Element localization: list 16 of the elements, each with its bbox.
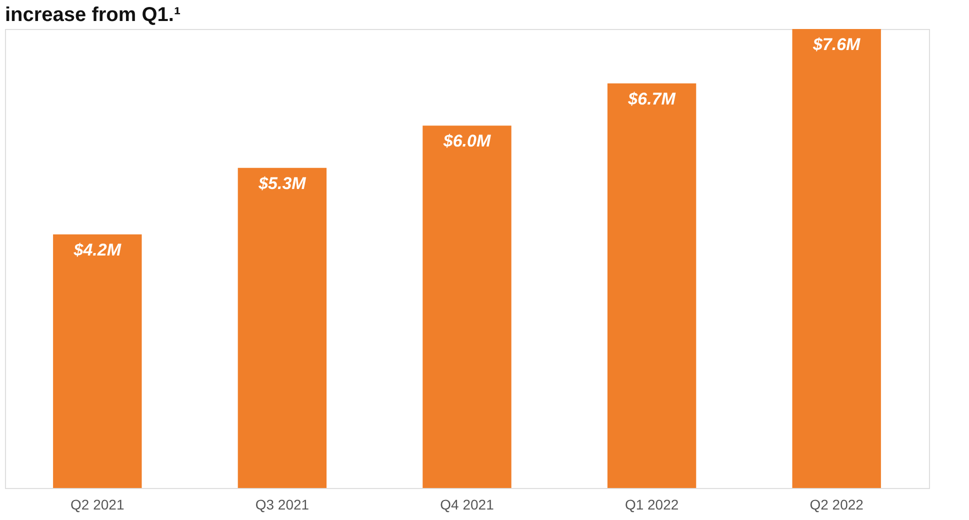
data-label: $6.7M	[627, 89, 676, 108]
bar	[792, 29, 881, 488]
x-tick-label: Q3 2021	[255, 496, 310, 512]
bar	[53, 234, 142, 488]
data-label: $7.6M	[812, 35, 862, 54]
bar	[607, 83, 696, 488]
x-tick-label: Q2 2021	[70, 496, 124, 512]
data-label: $6.0M	[442, 132, 492, 151]
chart-title: increase from Q1.¹	[5, 4, 181, 26]
bar	[422, 126, 512, 488]
bar	[238, 168, 327, 488]
x-tick-label: Q2 2022	[810, 496, 864, 512]
data-label: $4.2M	[72, 240, 122, 260]
x-tick-label: Q1 2022	[624, 496, 679, 512]
x-tick-label: Q4 2021	[440, 496, 494, 512]
data-label: $5.3M	[258, 174, 307, 193]
